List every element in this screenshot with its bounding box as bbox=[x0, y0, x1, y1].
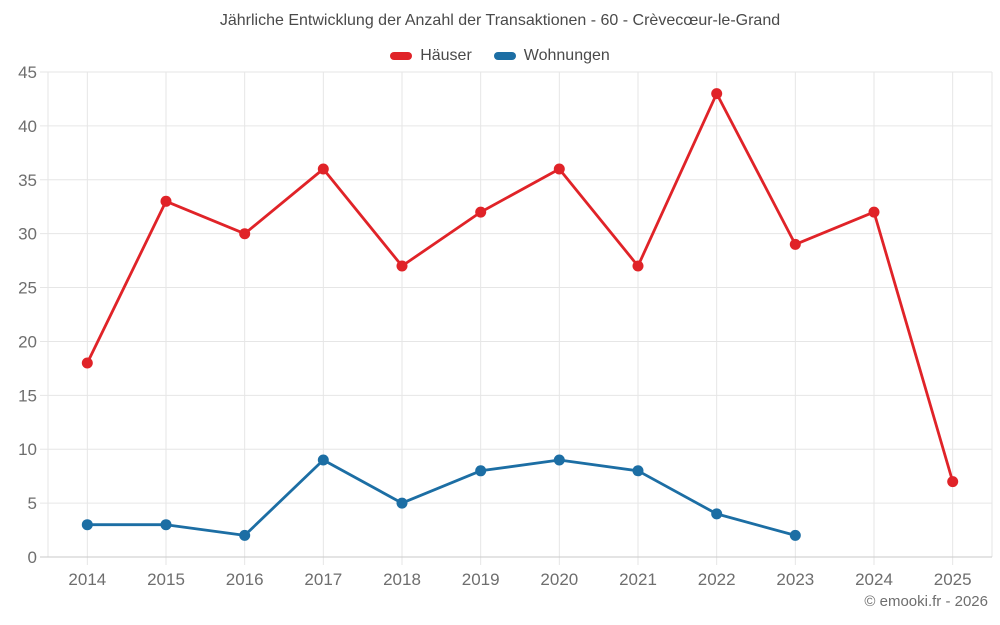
data-point[interactable] bbox=[396, 260, 408, 272]
legend-item-haeuser[interactable]: Häuser bbox=[390, 47, 472, 65]
legend-swatch-haeuser bbox=[390, 52, 413, 60]
legend-item-wohnungen[interactable]: Wohnungen bbox=[493, 47, 610, 65]
data-point[interactable] bbox=[317, 454, 329, 466]
data-point[interactable] bbox=[947, 476, 959, 488]
data-point[interactable] bbox=[475, 206, 487, 218]
x-axis-tick-label: 2019 bbox=[462, 570, 500, 589]
x-axis-tick-label: 2021 bbox=[619, 570, 657, 589]
data-point[interactable] bbox=[711, 508, 723, 520]
x-axis-tick-label: 2015 bbox=[147, 570, 185, 589]
data-point[interactable] bbox=[553, 163, 565, 175]
x-axis-tick-label: 2014 bbox=[68, 570, 106, 589]
data-point[interactable] bbox=[632, 260, 644, 272]
data-point[interactable] bbox=[553, 454, 565, 466]
data-point[interactable] bbox=[317, 163, 329, 175]
copyright-text: © emooki.fr - 2026 bbox=[864, 593, 988, 610]
chart-title: Jährliche Entwicklung der Anzahl der Tra… bbox=[219, 12, 781, 29]
y-axis-tick-label: 45 bbox=[18, 63, 37, 82]
x-axis-tick-label: 2023 bbox=[776, 570, 814, 589]
data-point[interactable] bbox=[239, 228, 251, 240]
x-axis-tick-label: 2017 bbox=[304, 570, 342, 589]
data-point[interactable] bbox=[475, 465, 487, 477]
series-line-1 bbox=[85, 458, 797, 537]
data-point[interactable] bbox=[81, 519, 93, 531]
series-line-0 bbox=[85, 92, 955, 483]
legend-swatch-wohnungen bbox=[493, 52, 516, 60]
data-point[interactable] bbox=[711, 88, 723, 100]
chart-legend: Häuser Wohnungen bbox=[0, 47, 1000, 65]
data-point[interactable] bbox=[160, 519, 172, 531]
data-point[interactable] bbox=[789, 529, 801, 541]
y-axis-tick-label: 40 bbox=[18, 117, 37, 136]
y-axis-tick-label: 30 bbox=[18, 225, 37, 244]
data-point[interactable] bbox=[239, 529, 251, 541]
y-axis-tick-label: 25 bbox=[18, 279, 37, 298]
y-axis-tick-label: 20 bbox=[18, 332, 37, 351]
data-point[interactable] bbox=[396, 497, 408, 509]
x-axis-tick-label: 2022 bbox=[698, 570, 736, 589]
x-axis-tick-label: 2024 bbox=[855, 570, 893, 589]
y-axis-tick-label: 5 bbox=[28, 494, 37, 513]
data-point[interactable] bbox=[160, 195, 172, 207]
y-axis-tick-label: 35 bbox=[18, 171, 37, 190]
x-axis-tick-label: 2018 bbox=[383, 570, 421, 589]
x-axis-tick-label: 2025 bbox=[934, 570, 972, 589]
y-axis-tick-label: 10 bbox=[18, 440, 37, 459]
data-point[interactable] bbox=[81, 357, 93, 369]
data-point[interactable] bbox=[789, 238, 801, 250]
data-point[interactable] bbox=[868, 206, 880, 218]
y-axis-tick-label: 0 bbox=[28, 548, 37, 567]
legend-label-wohnungen: Wohnungen bbox=[523, 47, 610, 64]
data-point[interactable] bbox=[632, 465, 644, 477]
x-axis-tick-label: 2016 bbox=[226, 570, 264, 589]
y-axis-tick-label: 15 bbox=[18, 386, 37, 405]
legend-label-haeuser: Häuser bbox=[420, 47, 472, 64]
x-axis-tick-label: 2020 bbox=[540, 570, 578, 589]
